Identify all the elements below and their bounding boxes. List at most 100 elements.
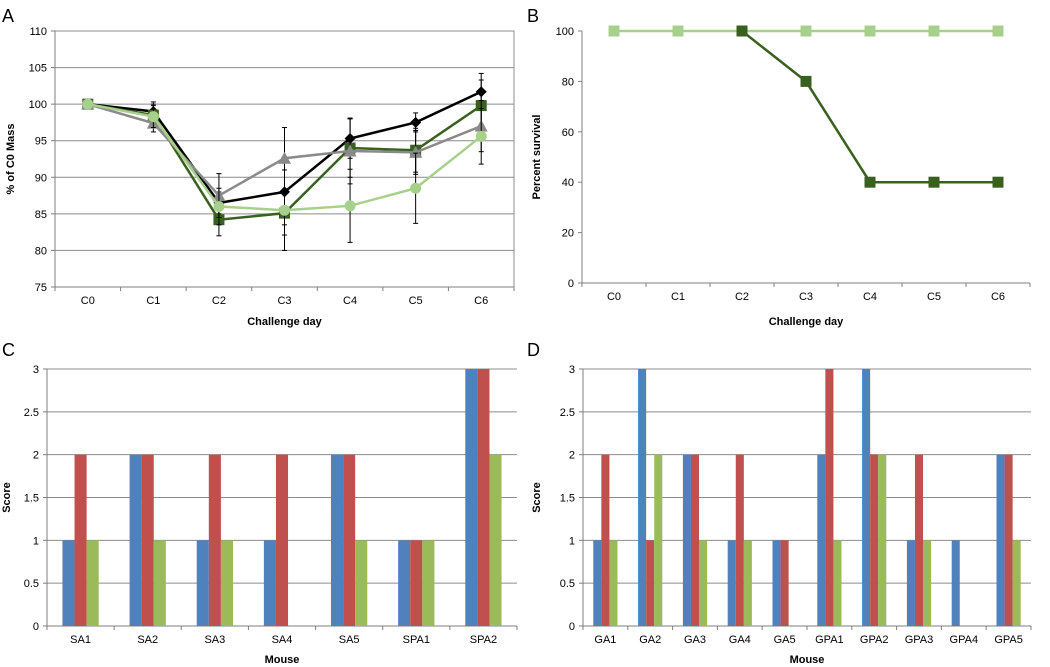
bar-blue [593,540,602,626]
series-light-green [608,25,1004,37]
bar-red [780,540,789,626]
bar-blue [906,540,915,626]
y-tick-label: 85 [35,209,47,221]
data-point [82,98,94,110]
y-tick-label: 80 [35,245,47,257]
x-tick-label: SA4 [272,634,293,646]
bar-red [735,454,744,626]
y-axis-title: Percent survival [531,115,543,200]
data-point [475,130,487,142]
bar-blue [331,454,344,626]
y-tick-label: 100 [29,99,47,111]
bar-red [914,454,924,626]
x-tick-label: GA2 [639,634,661,646]
bar-red [825,369,834,626]
x-tick-label: C2 [735,291,749,303]
data-point [672,25,684,37]
bar-red [343,454,356,626]
bar-blue [682,454,691,626]
y-tick-label: 75 [35,282,47,294]
data-point [800,75,812,87]
x-tick-label: C0 [81,295,95,307]
data-point [992,176,1004,188]
bar-red [477,369,490,626]
data-point [992,25,1004,37]
series-light-green-circle [82,98,487,251]
bar-blue [638,369,647,626]
bar-red [74,454,87,626]
x-tick-label: C4 [343,295,357,307]
bar-green [220,540,233,626]
bar-red [646,540,655,626]
x-tick-label: GPA5 [994,634,1023,646]
y-tick-label: 105 [29,63,47,75]
bar-blue [862,369,871,626]
panel-letter: B [527,6,539,26]
data-point [278,151,291,164]
y-tick-label: 0.5 [560,578,575,590]
bar-green [743,540,752,626]
series-dark-green [736,25,1004,188]
bar-green [355,540,368,626]
bar-blue [951,540,960,626]
x-tick-label: C6 [991,291,1005,303]
y-axis-title: Score [531,482,543,513]
x-tick-label: SPA2 [470,634,497,646]
x-axis-title: Challenge day [769,316,844,328]
x-tick-label: GA3 [684,634,706,646]
data-point [213,201,225,213]
bar-blue [196,540,209,626]
y-tick-label: 95 [35,136,47,148]
y-tick-label: 110 [29,26,47,38]
x-tick-label: C1 [671,291,685,303]
y-tick-label: 1.5 [24,493,39,505]
panel-A: A 75 80 85 90 95 100 105 110 C0 C1 C2 C3 C4 C5 C6 Challe… [2,6,515,328]
x-tick-label: SA5 [339,634,360,646]
y-tick-label: 2 [33,450,39,462]
x-tick-label: SPA1 [403,634,430,646]
x-tick-label: C0 [607,291,621,303]
x-tick-label: GA4 [729,634,751,646]
x-tick-label: C3 [799,291,813,303]
data-point [409,145,423,158]
y-tick-label: 3 [569,364,575,376]
x-tick-label: GA5 [774,634,796,646]
x-tick-label: C6 [474,295,488,307]
y-tick-label: 80 [562,76,574,88]
bar-blue [62,540,75,626]
panel-D: D 0 0.5 1 1.5 2 2.5 3 GA1 GA2 GA3 GA4 GA5 GPA1 GPA2 GPA… [527,340,1032,666]
bar-red [410,540,423,626]
bar-red [275,454,289,626]
bar-green [422,540,435,626]
x-tick-label: C4 [863,291,877,303]
data-point [928,176,940,188]
y-tick-label: 100 [556,26,574,38]
bar-green [833,540,842,626]
bar-red [208,454,221,626]
bar-green [1012,540,1021,626]
y-tick-label: 60 [562,127,574,139]
data-point [736,25,748,37]
y-tick-label: 0 [569,621,575,633]
x-tick-label: GPA4 [950,634,979,646]
bar-red [1004,454,1013,626]
data-point [800,25,812,37]
data-point [343,144,357,157]
bar-green [699,540,708,626]
panel-C: C 0 0.5 1 1.5 2 2.5 3 SA1 SA2 SA3 SA4 SA5 SPA1 SPA2 Mou… [1,340,518,666]
bar-red [870,454,879,626]
y-tick-label: 1 [33,535,39,547]
data-point [147,111,159,123]
y-tick-label: 0.5 [24,578,39,590]
bar-green [609,540,618,626]
panel-letter: D [527,340,540,360]
panel-letter: A [2,6,14,26]
x-tick-label: SA1 [70,634,91,646]
y-tick-label: 1.5 [560,493,575,505]
bar-green [654,454,663,626]
bar-blue [772,540,781,626]
data-point [864,176,876,188]
x-axis-title: Challenge day [247,316,322,328]
bar-red [601,454,610,626]
